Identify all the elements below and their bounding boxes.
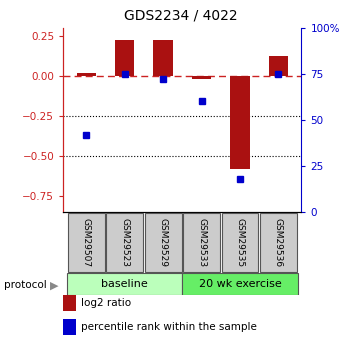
- Text: GSM29535: GSM29535: [235, 218, 244, 267]
- FancyBboxPatch shape: [106, 213, 143, 272]
- Text: GDS2234 / 4022: GDS2234 / 4022: [124, 9, 237, 23]
- Text: baseline: baseline: [101, 279, 148, 289]
- Text: protocol: protocol: [4, 280, 46, 290]
- Text: ▶: ▶: [50, 280, 59, 290]
- FancyBboxPatch shape: [222, 213, 258, 272]
- Bar: [230, 76, 249, 169]
- Bar: [269, 57, 288, 76]
- Text: 20 wk exercise: 20 wk exercise: [199, 279, 281, 289]
- Bar: [192, 76, 211, 79]
- Text: percentile rank within the sample: percentile rank within the sample: [81, 322, 257, 332]
- Text: log2 ratio: log2 ratio: [81, 298, 131, 308]
- FancyBboxPatch shape: [145, 213, 182, 272]
- FancyBboxPatch shape: [182, 273, 297, 295]
- Text: GSM29529: GSM29529: [158, 218, 168, 267]
- Bar: [153, 40, 173, 76]
- Text: GSM29533: GSM29533: [197, 218, 206, 267]
- FancyBboxPatch shape: [260, 213, 297, 272]
- Text: GSM29536: GSM29536: [274, 218, 283, 267]
- FancyBboxPatch shape: [68, 213, 105, 272]
- FancyBboxPatch shape: [67, 273, 182, 295]
- Text: GSM29523: GSM29523: [120, 218, 129, 267]
- Bar: [77, 72, 96, 76]
- Text: GSM29507: GSM29507: [82, 218, 91, 267]
- FancyBboxPatch shape: [183, 213, 220, 272]
- Bar: [115, 40, 134, 76]
